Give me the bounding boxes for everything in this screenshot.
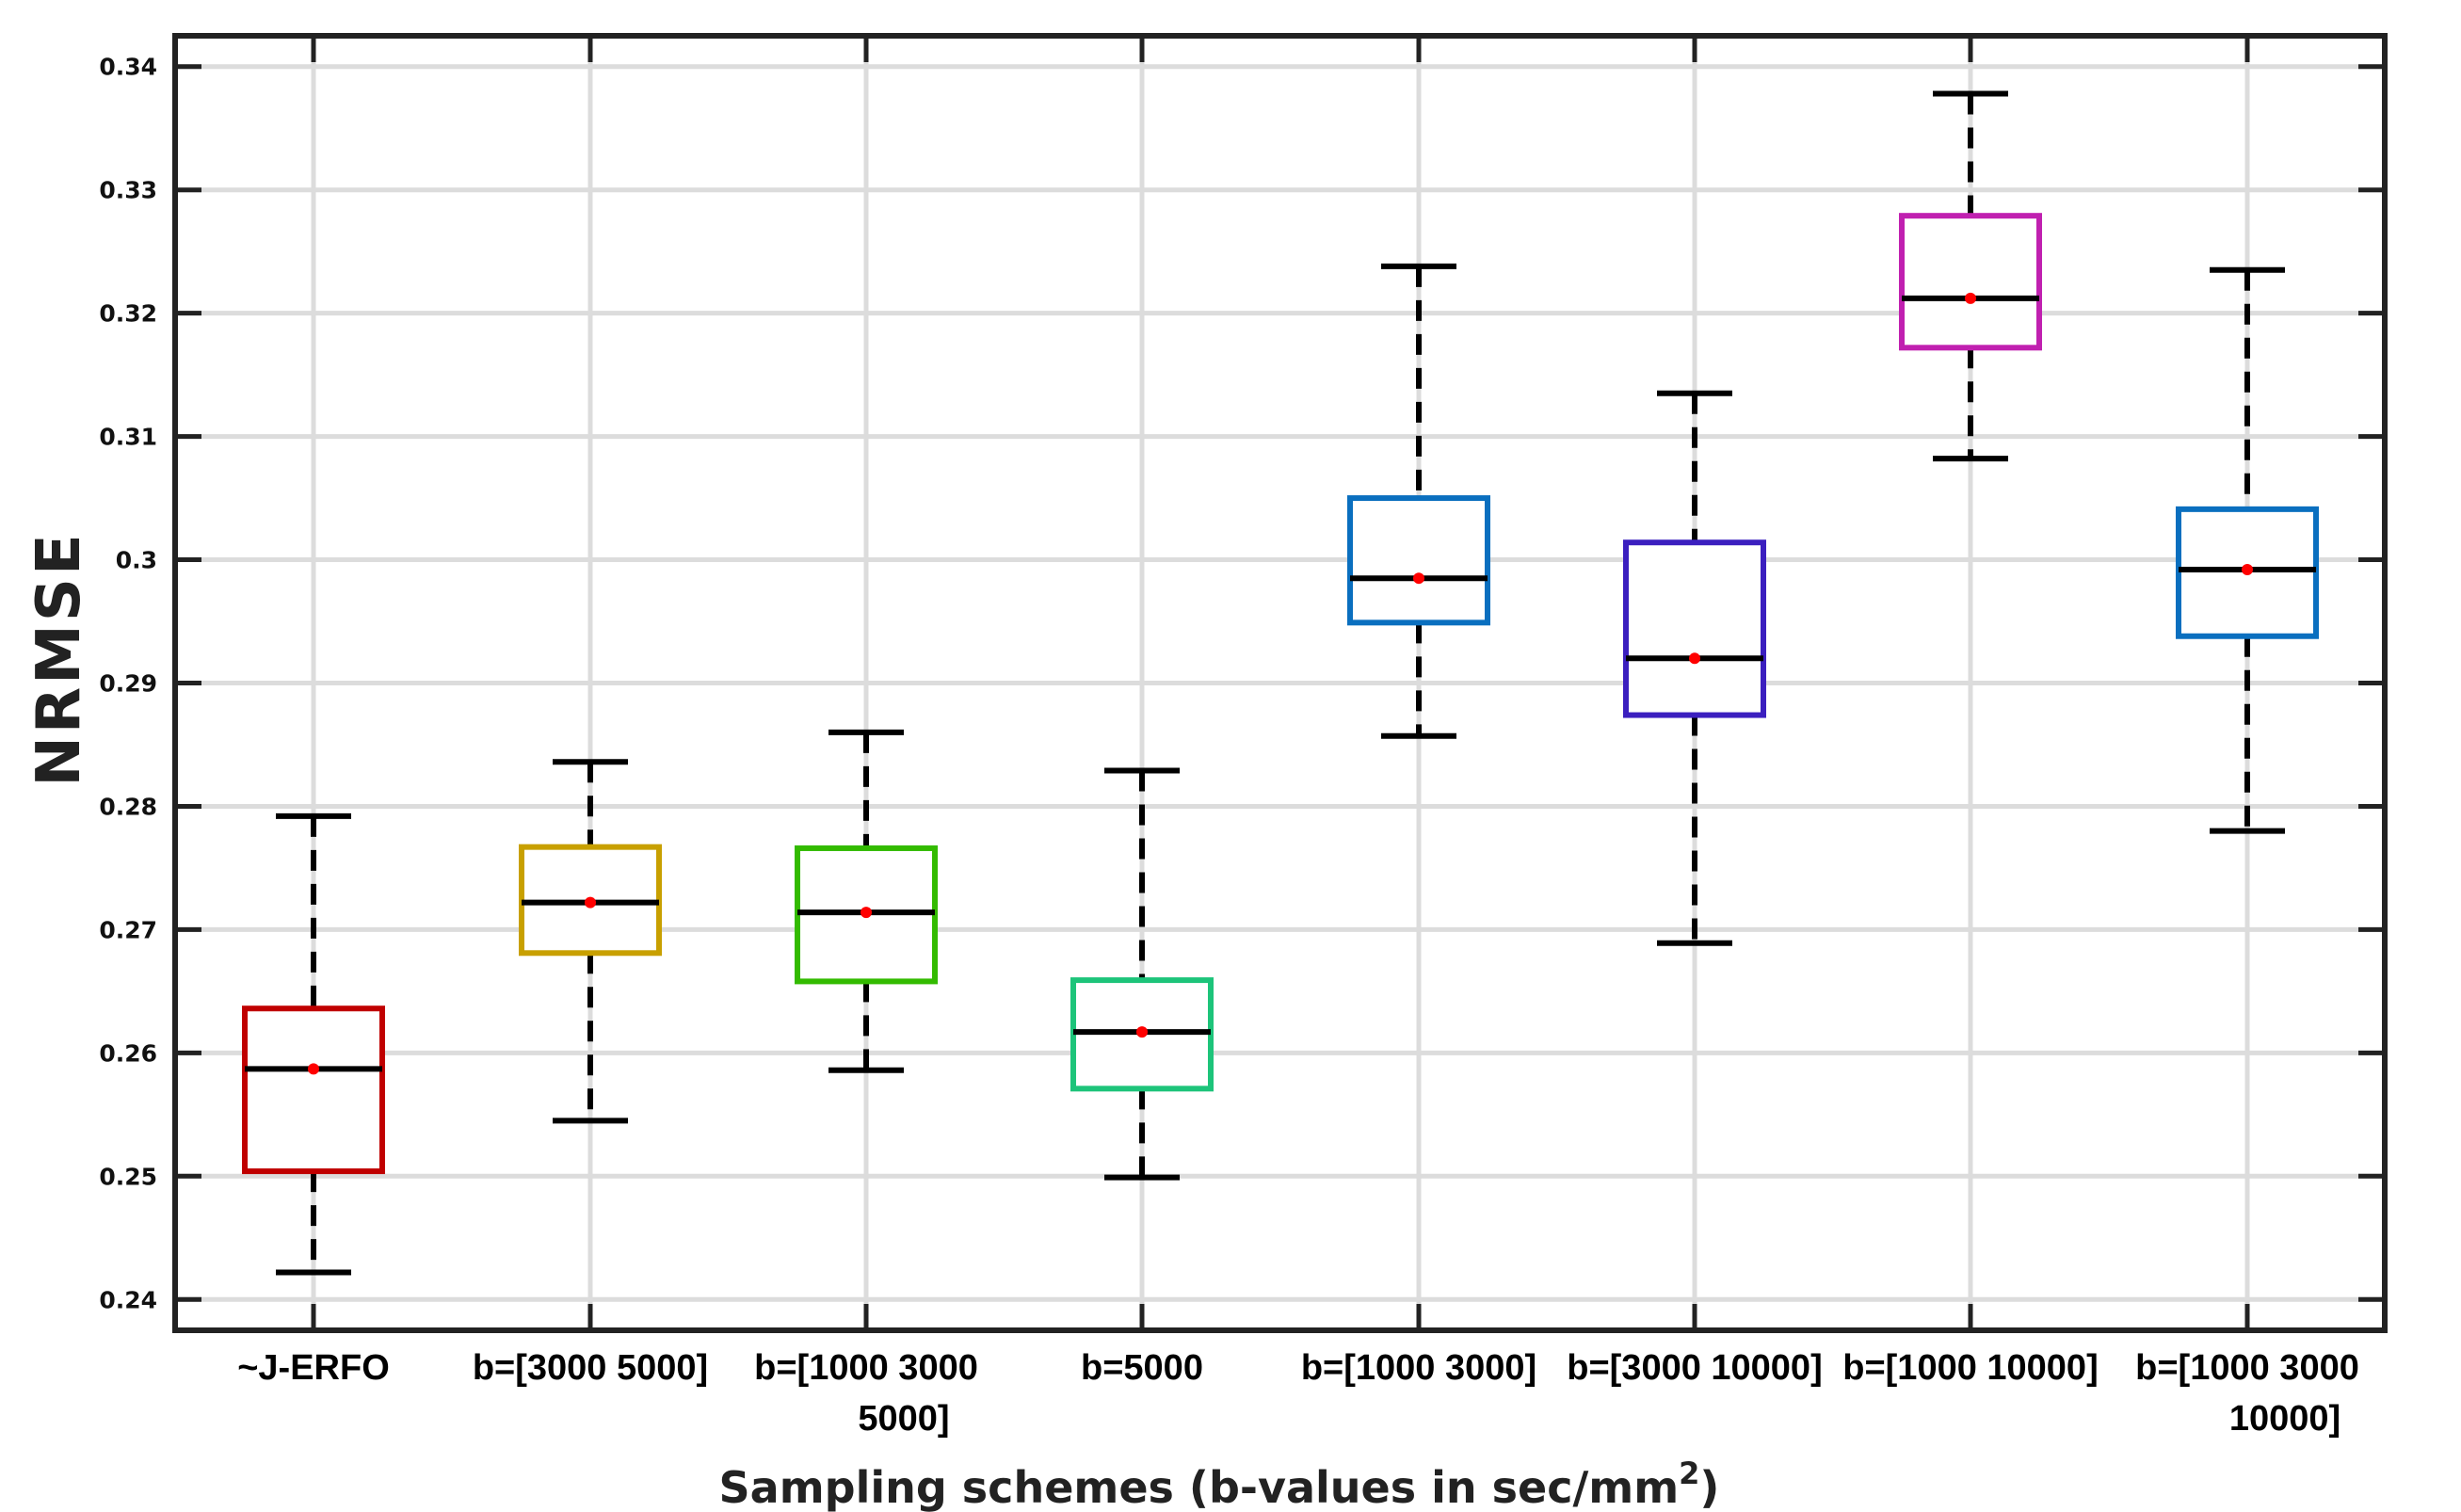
x-axis-title: Sampling schemes (b-values in sec/mm2) xyxy=(719,1456,1720,1512)
x-tick-label-line: 10000] xyxy=(2229,1399,2340,1439)
x-tick-label-line: b=[1000 3000 xyxy=(2135,1348,2359,1388)
y-tick-label: 0.31 xyxy=(99,424,157,451)
x-tick-label-line: ~J-ERFO xyxy=(237,1348,390,1388)
x-tick-label-line: 5000] xyxy=(858,1399,949,1439)
grid-lines xyxy=(175,36,2385,1330)
x-tick-label: b=[1000 10000] xyxy=(1842,1348,2098,1388)
y-tick-label: 0.27 xyxy=(99,916,157,943)
y-tick-label: 0.32 xyxy=(99,300,157,328)
box-group xyxy=(1623,390,1766,946)
axes: 0.24 0.25 0.26 0.27 0.28 0.29 0.3 0.31 0.32 0.33 0… xyxy=(99,33,2388,1439)
mean-marker xyxy=(2242,564,2253,576)
box-group xyxy=(1899,90,2042,462)
x-tick-label: b=[1000 3000 10000] xyxy=(2135,1348,2359,1439)
box-group xyxy=(795,729,938,1073)
box-group xyxy=(1070,767,1214,1181)
plot-frame xyxy=(172,33,2388,1333)
y-axis-title: NRMSE xyxy=(24,531,94,786)
y-tick-label: 0.25 xyxy=(99,1163,157,1190)
y-tick-label: 0.33 xyxy=(99,177,157,204)
x-tick-label-line: b=[1000 3000 xyxy=(754,1348,978,1388)
x-tick-label: ~J-ERFO xyxy=(237,1348,390,1388)
x-tick-label-line: b=5000 xyxy=(1081,1348,1203,1388)
y-tick-label: 0.28 xyxy=(99,793,157,820)
y-tick-label: 0.24 xyxy=(99,1286,157,1313)
y-tick-label: 0.3 xyxy=(116,547,157,574)
y-tick-label: 0.34 xyxy=(99,54,157,81)
box-group xyxy=(242,812,385,1276)
x-tick-label: b=[3000 10000] xyxy=(1567,1348,1822,1388)
box xyxy=(1623,539,1766,718)
mean-marker xyxy=(1413,572,1424,585)
box xyxy=(1899,213,2042,351)
mean-marker xyxy=(861,907,872,919)
x-tick-label: b=[1000 3000] xyxy=(1301,1348,1536,1388)
box-series xyxy=(242,90,2319,1276)
x-tick-label: b=[1000 3000 5000] xyxy=(754,1348,978,1439)
x-tick-label-line: b=[3000 5000] xyxy=(473,1348,708,1388)
x-axis-title-main: Sampling schemes (b-values in sec/mm xyxy=(719,1462,1680,1512)
box xyxy=(242,1005,385,1175)
box-group xyxy=(2176,266,2319,834)
x-axis-title-suffix: ) xyxy=(1699,1462,1719,1512)
mean-marker xyxy=(1965,292,1976,304)
box xyxy=(1347,495,1490,626)
y-tick-label: 0.29 xyxy=(99,670,157,698)
box-group xyxy=(1347,263,1490,739)
y-tick-label: 0.26 xyxy=(99,1039,157,1067)
x-tick-label-line: b=[1000 10000] xyxy=(1842,1348,2098,1388)
x-tick-label-line: b=[3000 10000] xyxy=(1567,1348,1822,1388)
x-tick-label: b=5000 xyxy=(1081,1348,1203,1388)
mean-marker xyxy=(1689,652,1700,665)
mean-marker xyxy=(1136,1026,1148,1038)
x-tick-label-line: b=[1000 3000] xyxy=(1301,1348,1536,1388)
mean-marker xyxy=(585,896,596,909)
box-group xyxy=(519,759,662,1124)
x-axis-title-superscript: 2 xyxy=(1679,1456,1699,1491)
mean-marker xyxy=(308,1063,319,1075)
x-tick-label: b=[3000 5000] xyxy=(473,1348,708,1388)
